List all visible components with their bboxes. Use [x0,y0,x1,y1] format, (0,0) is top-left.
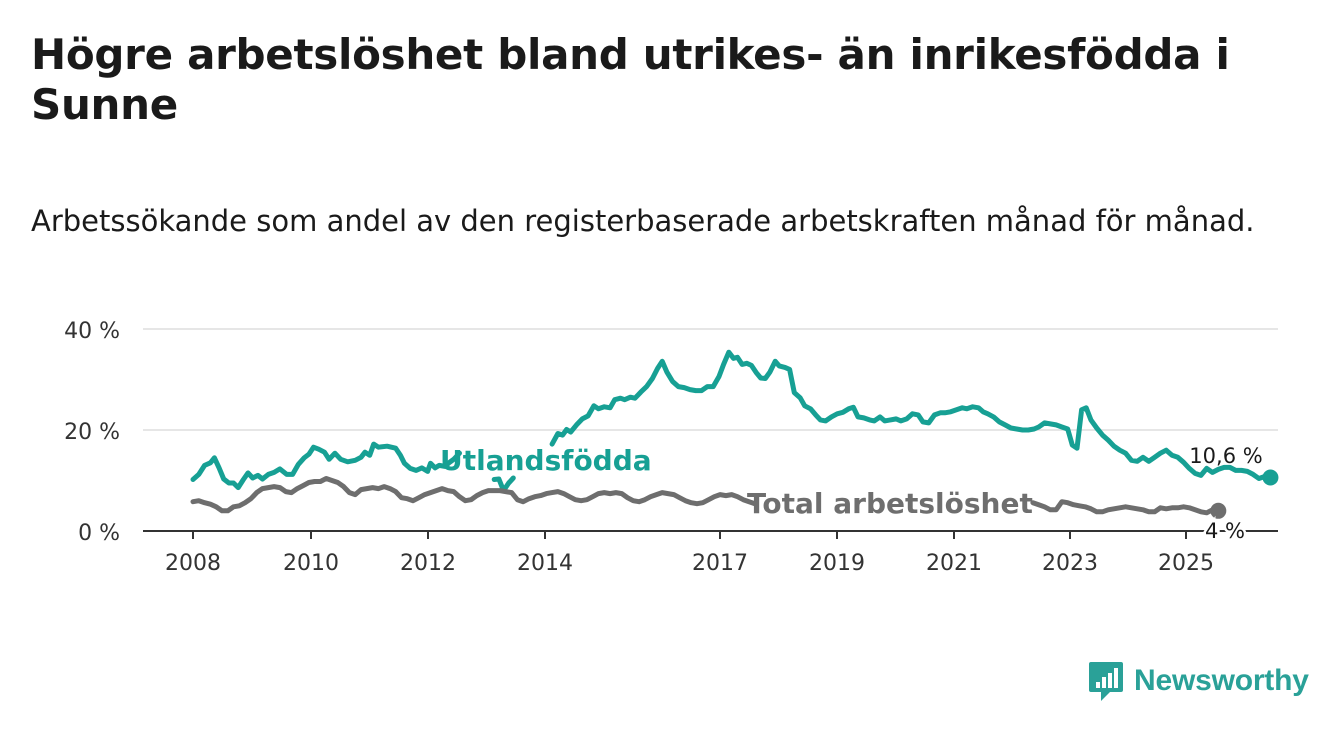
x-axis: 2008 2010 2012 2014 2017 2019 2021 2023 2025 [143,530,1278,576]
x-tick-label: 2021 [926,551,982,576]
x-tick-label: 2014 [517,551,573,576]
series-line-utlandsfodda [190,441,462,491]
grid-lines [143,328,1278,431]
series-label-utlandsfodda: Utlandsfödda [440,444,652,477]
end-marker [1210,502,1227,519]
x-tick-label: 2010 [283,551,339,576]
end-value-utlandsfodda: 10,6 % [1189,444,1262,468]
series-line-utlandsfodda [549,349,1273,481]
newsworthy-logo-icon [1089,662,1123,701]
series-lines [190,349,1273,516]
x-tick-label: 2008 [165,551,221,576]
newsworthy-wordmark: Newsworthy [1134,664,1309,697]
end-marker [1262,469,1279,486]
x-tick-label: 2019 [809,551,865,576]
x-tick-label: 2017 [692,551,748,576]
series-labels: Utlandsfödda Total arbetslöshet 10,6 % 4 % [440,444,1279,546]
chart-subtitle: Arbetssökande som andel av den registerb… [31,204,1255,238]
y-axis-ticks: 0 % 20 % 40 % [64,319,120,546]
x-tick-label: 2023 [1042,551,1098,576]
y-tick-label: 20 % [64,420,120,445]
y-tick-label: 40 % [64,319,120,344]
newsworthy-logo: Newsworthy [1088,660,1309,702]
series-line-total [190,476,758,514]
series-label-total: Total arbetslöshet [747,487,1033,520]
y-tick-label: 0 % [78,521,120,546]
chart-title: Högre arbetslöshet bland utrikes- än inr… [31,30,1230,129]
end-value-total: 4 % [1205,519,1245,543]
x-tick-label: 2012 [400,551,456,576]
series-line-total [1030,499,1221,516]
x-tick-label: 2025 [1158,551,1214,576]
